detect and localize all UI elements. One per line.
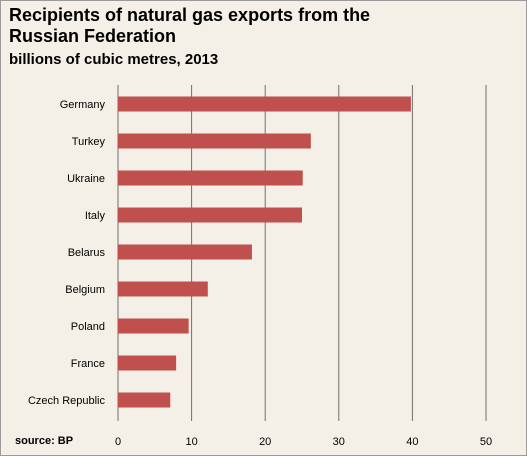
category-label: Belarus xyxy=(68,247,106,259)
x-tick-label: 20 xyxy=(259,436,271,448)
category-label: Ukraine xyxy=(67,173,105,185)
source-note: source: BP xyxy=(15,435,74,447)
category-label: Poland xyxy=(71,321,105,333)
category-label: Germany xyxy=(60,99,106,111)
category-labels: Germany Turkey Ukraine Italy Belarus Belgium P… xyxy=(28,99,106,407)
x-tick-label: 50 xyxy=(480,436,492,448)
bar-turkey xyxy=(118,133,311,149)
chart-subtitle: billions of cubic metres, 2013 xyxy=(9,51,219,68)
category-label: Belgium xyxy=(65,284,105,296)
category-label: France xyxy=(71,358,105,370)
category-label: Italy xyxy=(85,210,106,222)
x-tick-label: 0 xyxy=(115,436,121,448)
bar-france xyxy=(118,355,177,371)
bar-italy xyxy=(118,207,302,223)
chart-title: Recipients of natural gas exports from t… xyxy=(9,5,371,46)
bar-ukraine xyxy=(118,170,303,186)
x-axis-tick-labels: 0 10 20 30 40 50 xyxy=(115,436,492,448)
bar-czech-republic xyxy=(118,392,171,408)
bar-germany xyxy=(118,96,411,112)
x-tick-label: 30 xyxy=(333,436,345,448)
x-tick-label: 10 xyxy=(185,436,197,448)
bar-belgium xyxy=(118,281,208,297)
bars xyxy=(118,96,411,408)
category-label: Turkey xyxy=(72,136,106,148)
category-label: Czech Republic xyxy=(28,395,106,407)
bar-poland xyxy=(118,318,189,334)
x-tick-label: 40 xyxy=(406,436,418,448)
bar-belarus xyxy=(118,244,252,260)
